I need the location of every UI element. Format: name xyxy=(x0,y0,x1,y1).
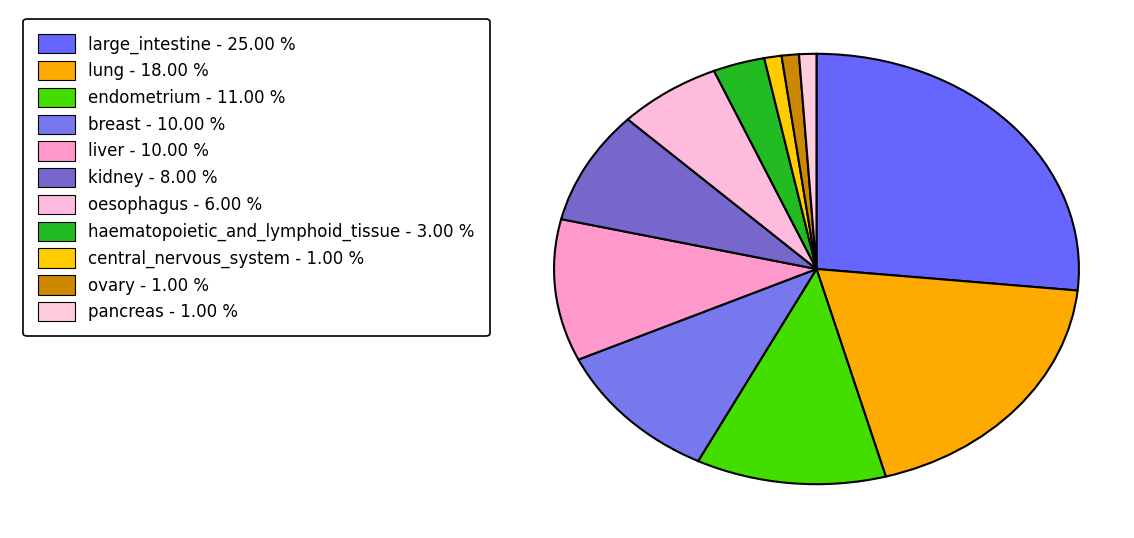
Wedge shape xyxy=(816,269,1077,477)
Wedge shape xyxy=(781,54,816,269)
Wedge shape xyxy=(764,56,816,269)
Wedge shape xyxy=(816,54,1078,291)
Wedge shape xyxy=(628,71,816,269)
Wedge shape xyxy=(561,119,816,269)
Wedge shape xyxy=(555,219,816,359)
Wedge shape xyxy=(699,269,886,484)
Legend: large_intestine - 25.00 %, lung - 18.00 %, endometrium - 11.00 %, breast - 10.00: large_intestine - 25.00 %, lung - 18.00 … xyxy=(24,19,490,336)
Wedge shape xyxy=(714,58,816,269)
Wedge shape xyxy=(799,54,816,269)
Wedge shape xyxy=(578,269,816,461)
